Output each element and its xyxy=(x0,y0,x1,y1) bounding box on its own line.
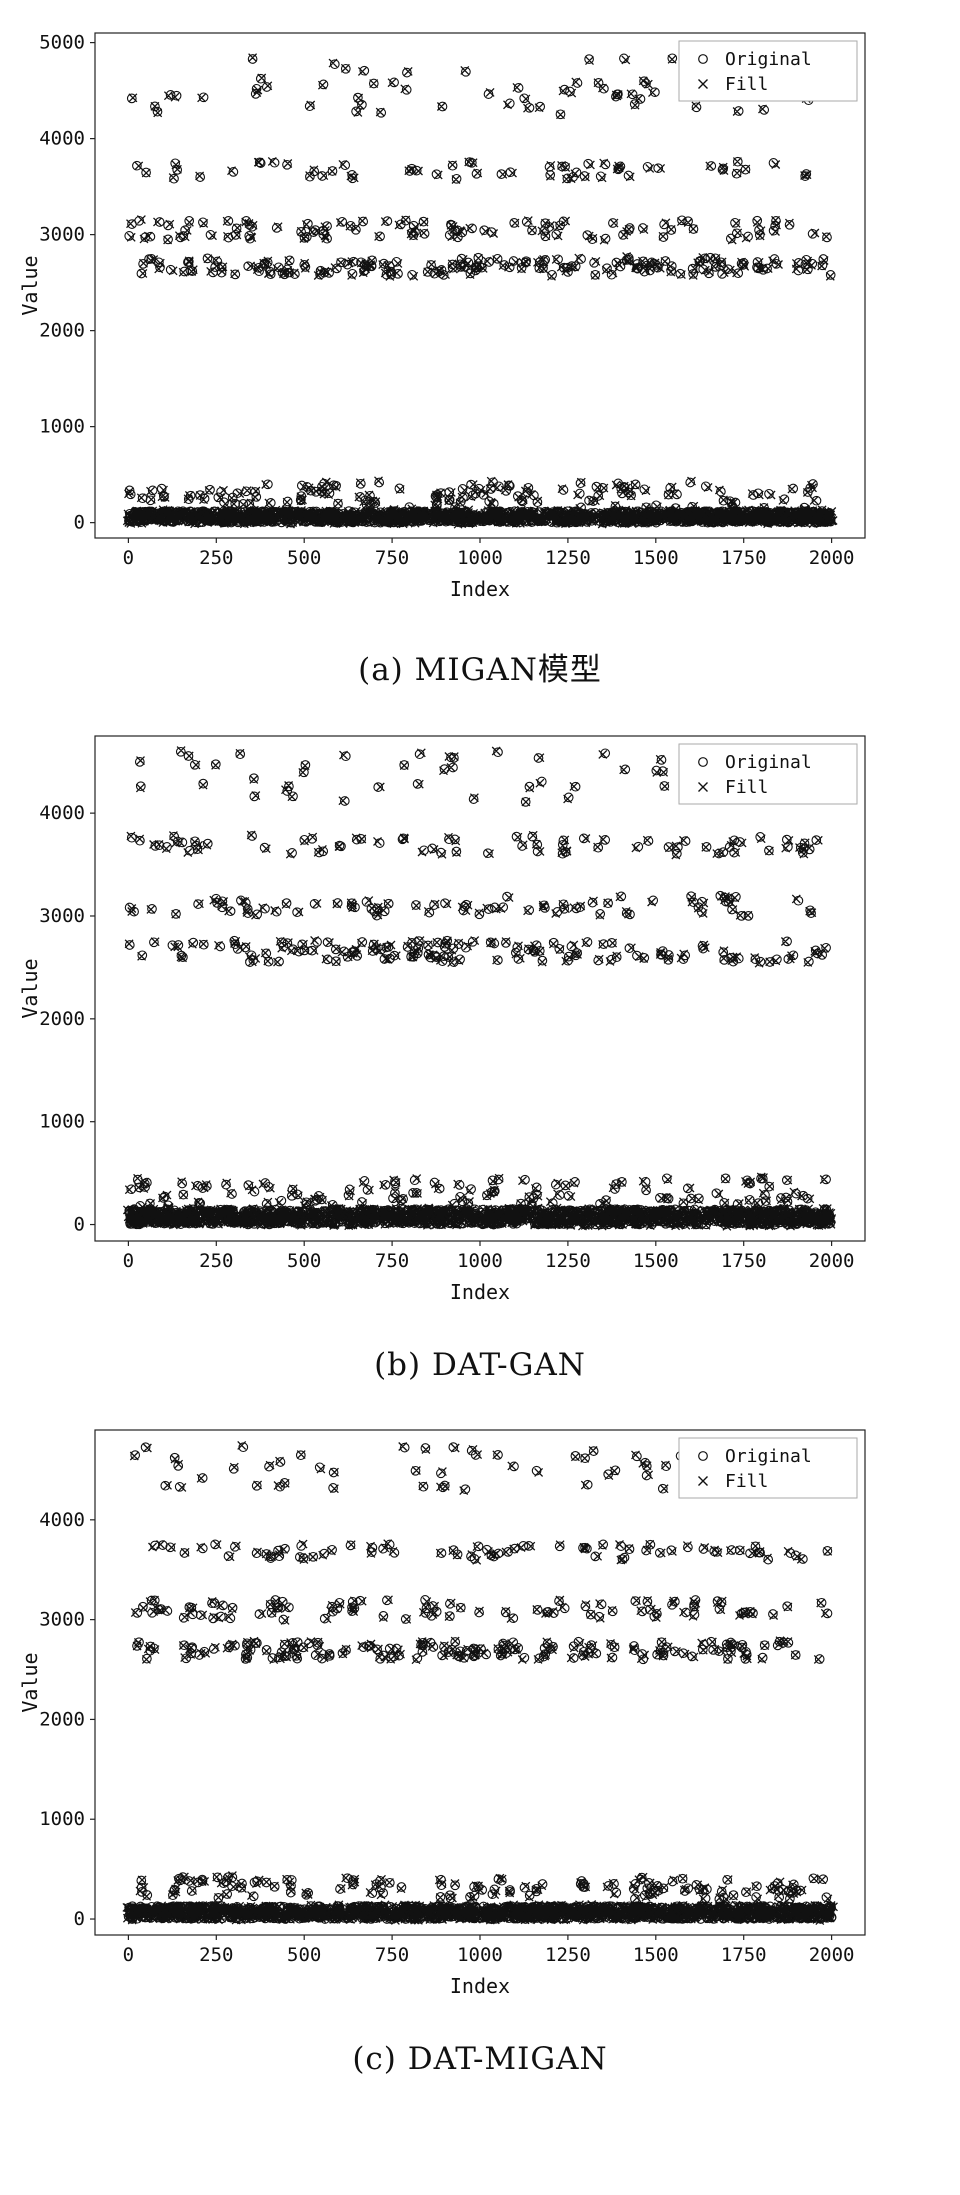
scatter-fill xyxy=(122,53,838,529)
y-axis: 0 1000 2000 3000 4000 xyxy=(39,802,95,1236)
svg-text:250: 250 xyxy=(199,547,233,569)
svg-text:4000: 4000 xyxy=(39,128,85,150)
legend-original-label: Original xyxy=(725,1446,812,1467)
svg-text:0: 0 xyxy=(74,512,85,534)
svg-text:2000: 2000 xyxy=(39,320,85,342)
x-axis: 0 250 500 750 1000 1250 1500 1750 2000 xyxy=(123,1935,854,1966)
svg-text:1500: 1500 xyxy=(633,1250,679,1272)
svg-text:2000: 2000 xyxy=(809,1250,855,1272)
y-axis: 0 1000 2000 3000 4000 5000 xyxy=(39,32,95,534)
chart-svg: 0 250 500 750 1000 1250 1500 1750 2000 0 1000 2000 3… xyxy=(18,735,866,1304)
chart-c-caption: (c) DAT-MIGAN xyxy=(352,2041,608,2077)
legend-fill-marker-icon xyxy=(698,79,708,89)
legend-original-marker-icon xyxy=(698,1451,708,1461)
svg-text:0: 0 xyxy=(74,1214,85,1236)
svg-text:1250: 1250 xyxy=(545,547,591,569)
chart-c-canvas: 0 250 500 750 1000 1250 1500 1750 2000 0 1000 2000 3… xyxy=(0,1405,960,2045)
svg-text:1750: 1750 xyxy=(721,1250,767,1272)
scatter-original xyxy=(123,1441,837,1924)
x-axis-label: Index xyxy=(450,1974,510,1998)
legend-fill-label: Fill xyxy=(725,74,768,95)
y-axis-label: Value xyxy=(18,958,42,1018)
svg-text:1000: 1000 xyxy=(39,416,85,438)
plot-frame xyxy=(94,735,866,1242)
svg-text:750: 750 xyxy=(375,547,409,569)
x-axis: 0 250 500 750 1000 1250 1500 1750 2000 xyxy=(123,538,855,569)
svg-text:3000: 3000 xyxy=(39,224,85,246)
svg-text:500: 500 xyxy=(287,547,321,569)
plot-frame xyxy=(94,1429,866,1936)
y-axis-label: Value xyxy=(18,255,42,315)
legend: Original Fill xyxy=(678,743,858,805)
svg-text:0: 0 xyxy=(123,1250,134,1272)
svg-text:2000: 2000 xyxy=(809,547,855,569)
legend-fill-marker-icon xyxy=(698,782,708,792)
scatter-fill xyxy=(122,1440,838,1926)
legend-original-marker-icon xyxy=(698,757,708,767)
legend-fill-label: Fill xyxy=(725,777,768,798)
plot-frame xyxy=(94,32,866,539)
chart-a-caption: (a) MIGAN模型 xyxy=(358,652,602,688)
chart-a-canvas: 0 250 500 750 1000 1250 1500 1750 2000 0 1000 2000 3… xyxy=(0,8,960,648)
legend-fill-marker-icon xyxy=(698,1476,708,1486)
x-axis: 0 250 500 750 1000 1250 1500 1750 2000 xyxy=(123,1241,855,1272)
svg-text:0: 0 xyxy=(123,547,134,569)
svg-text:750: 750 xyxy=(375,1250,409,1272)
svg-text:1000: 1000 xyxy=(457,1250,503,1272)
svg-text:1000: 1000 xyxy=(457,547,503,569)
chart-b-canvas: 0 250 500 750 1000 1250 1500 1750 2000 0 1000 2000 3… xyxy=(0,711,960,1351)
svg-text:3000: 3000 xyxy=(39,905,85,927)
svg-text:1500: 1500 xyxy=(633,547,679,569)
svg-text:5000: 5000 xyxy=(39,32,85,54)
svg-text:1250: 1250 xyxy=(545,1250,591,1272)
legend: Original Fill xyxy=(678,1437,858,1499)
x-axis-label: Index xyxy=(450,1280,510,1304)
x-axis-label: Index xyxy=(450,577,510,601)
scatter-original xyxy=(124,746,836,1230)
legend-original-label: Original xyxy=(725,752,812,773)
legend-original-label: Original xyxy=(725,49,812,70)
chart-c: 0 250 500 750 1000 1250 1500 1750 2000 0 1000 2000 3… xyxy=(0,1397,960,2077)
svg-text:500: 500 xyxy=(287,1250,321,1272)
scatter-original xyxy=(124,53,836,528)
svg-text:1750: 1750 xyxy=(721,547,767,569)
y-axis-label: Value xyxy=(18,1652,42,1712)
chart-svg: 0 250 500 750 1000 1250 1500 1750 2000 0100020003… xyxy=(18,1429,866,1998)
chart-a: 0 250 500 750 1000 1250 1500 1750 2000 0 1000 2000 3… xyxy=(0,0,960,689)
svg-text:250: 250 xyxy=(199,1250,233,1272)
legend: Original Fill xyxy=(678,40,858,102)
chart-b-caption: (b) DAT-GAN xyxy=(374,1347,586,1383)
svg-text:4000: 4000 xyxy=(39,802,85,824)
chart-svg: 0 250 500 750 1000 1250 1500 1750 2000 0 1000 2000 3… xyxy=(18,32,866,601)
svg-text:1000: 1000 xyxy=(39,1111,85,1133)
legend-original-marker-icon xyxy=(698,54,708,64)
scatter-fill xyxy=(122,745,837,1231)
svg-text:2000: 2000 xyxy=(39,1008,85,1030)
chart-b: 0 250 500 750 1000 1250 1500 1750 2000 0 1000 2000 3… xyxy=(0,703,960,1383)
legend-fill-label: Fill xyxy=(725,1471,768,1492)
